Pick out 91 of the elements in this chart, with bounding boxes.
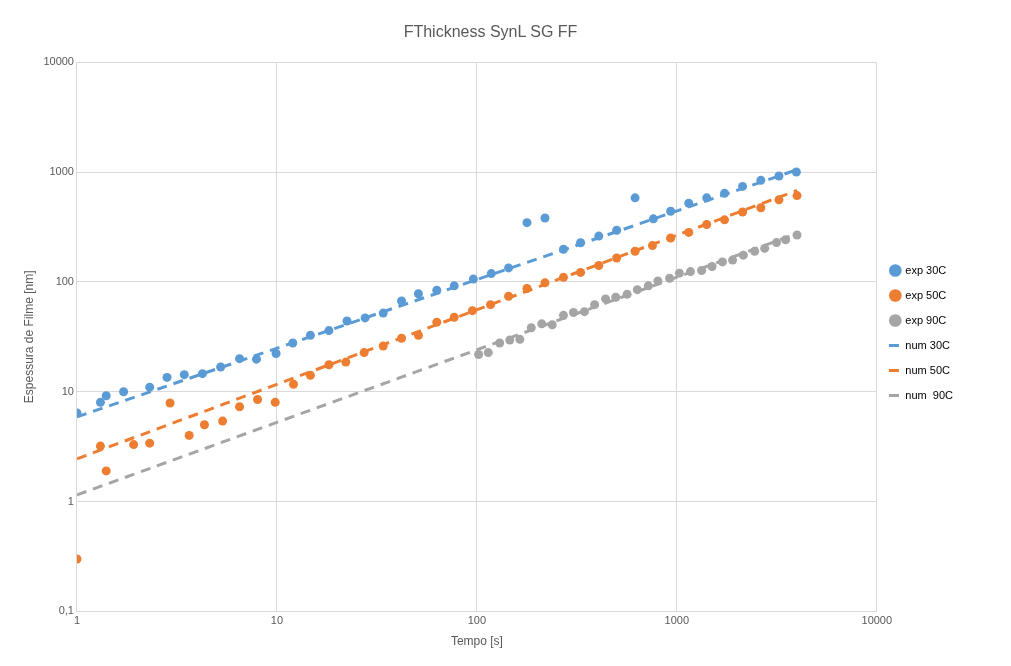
point <box>522 284 532 294</box>
y-tick-label: 10000 <box>43 55 74 68</box>
point <box>486 300 496 310</box>
point <box>576 238 586 248</box>
legend-label: exp 90C <box>905 313 947 326</box>
point <box>594 231 604 241</box>
point <box>432 317 442 327</box>
point <box>270 397 280 407</box>
point <box>218 416 228 426</box>
point <box>738 207 748 217</box>
point <box>235 402 245 412</box>
point <box>612 225 622 235</box>
point <box>504 291 514 301</box>
point <box>774 171 784 181</box>
point <box>540 213 550 223</box>
x-tick-label: 10 <box>270 614 284 627</box>
point <box>756 175 766 185</box>
point <box>647 241 657 251</box>
point <box>684 198 694 208</box>
point <box>630 193 640 203</box>
point <box>305 370 315 380</box>
point <box>145 382 155 392</box>
y-axis-title: Espessura de Filme [nm] <box>21 270 36 404</box>
point <box>413 330 423 340</box>
legend-label: num 50C <box>905 363 950 376</box>
legend-label: exp 50C <box>905 288 947 301</box>
point <box>684 227 694 237</box>
point <box>702 220 712 229</box>
point <box>792 191 802 201</box>
point <box>504 263 514 273</box>
point <box>413 289 423 299</box>
point <box>305 330 315 340</box>
point <box>666 206 676 216</box>
point <box>468 274 478 284</box>
point <box>666 233 676 243</box>
point <box>179 370 189 380</box>
chart-title: FThickness SynL SG FF <box>403 23 578 41</box>
point <box>289 379 298 389</box>
y-tick-label: 1 <box>67 494 74 507</box>
point <box>145 438 155 448</box>
point <box>251 354 261 364</box>
point <box>594 260 604 270</box>
point <box>324 326 334 336</box>
point <box>199 420 209 430</box>
point <box>197 369 207 379</box>
legend-label: exp 30C <box>905 263 947 276</box>
point <box>341 357 351 367</box>
legend-label: num 90C <box>905 388 954 401</box>
point <box>702 193 712 203</box>
point <box>288 338 298 348</box>
point <box>360 313 370 323</box>
point <box>738 181 748 191</box>
point <box>397 296 407 306</box>
x-tick-label: 100 <box>467 614 487 627</box>
point <box>397 333 407 343</box>
point <box>540 278 550 288</box>
point <box>720 215 730 225</box>
point <box>774 195 784 205</box>
point <box>449 312 459 322</box>
point <box>378 308 388 318</box>
y-tick-label: 10 <box>61 384 74 397</box>
x-tick-label: 10000 <box>861 614 893 627</box>
point <box>162 372 172 382</box>
point <box>359 348 369 358</box>
point <box>612 253 622 263</box>
point <box>271 348 281 358</box>
point <box>253 394 263 404</box>
point <box>648 214 658 224</box>
point <box>235 354 245 364</box>
y-tick-label: 1000 <box>49 165 74 178</box>
point <box>558 244 568 254</box>
point <box>756 203 766 213</box>
x-axis-title: Tempo [s] <box>450 634 503 649</box>
x-tick-label: 1000 <box>664 614 690 627</box>
legend-label: num 30C <box>905 338 950 351</box>
point <box>467 306 477 316</box>
point <box>576 267 586 277</box>
point <box>720 188 730 198</box>
point <box>558 272 568 282</box>
point <box>630 246 640 256</box>
point <box>216 362 226 372</box>
y-tick-label: 0,1 <box>58 604 74 617</box>
point <box>324 360 334 370</box>
point <box>791 167 801 177</box>
point <box>342 316 352 326</box>
point <box>486 269 496 279</box>
point <box>522 218 532 228</box>
point <box>432 285 442 295</box>
point <box>378 341 388 351</box>
point <box>449 281 459 291</box>
y-tick-label: 100 <box>55 274 74 287</box>
